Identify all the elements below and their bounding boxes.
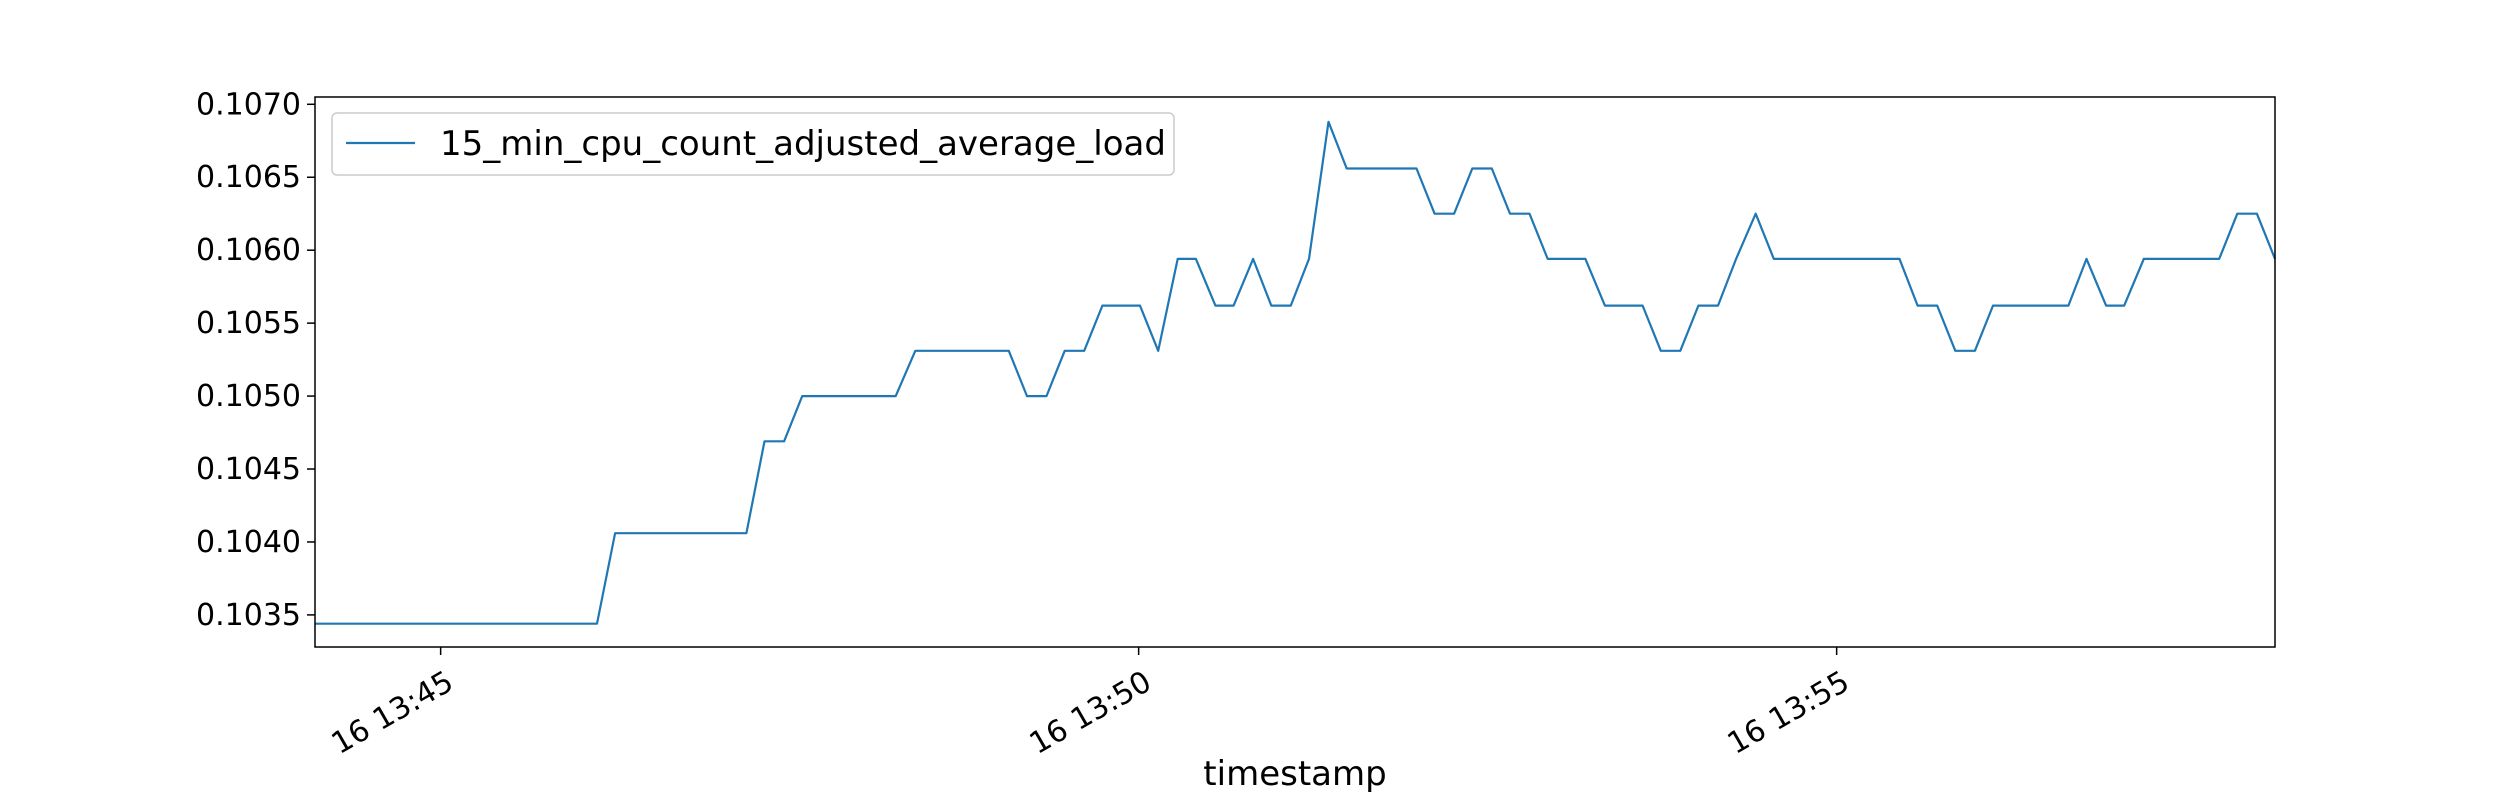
series-layer xyxy=(315,120,2277,625)
x-tick-label: 16 13:55 xyxy=(1722,664,1856,761)
plot-frame xyxy=(314,96,2276,648)
plot-background xyxy=(315,97,2275,647)
series-line xyxy=(315,120,2277,625)
y-tick-label: 0.1055 xyxy=(196,306,301,341)
legend: 15_min_cpu_count_adjusted_average_load xyxy=(331,112,1175,176)
x-tick-label: 16 13:50 xyxy=(1024,664,1158,761)
y-tick-label: 0.1035 xyxy=(196,598,301,633)
legend-label: 15_min_cpu_count_adjusted_average_load xyxy=(440,124,1166,164)
x-axis-label: timestamp xyxy=(1203,754,1386,794)
x-axis: 16 13:45 16 13:50 16 13:55 xyxy=(326,647,1856,762)
x-tick-label: 16 13:45 xyxy=(326,664,460,761)
y-tick-label: 0.1040 xyxy=(196,525,301,560)
y-tick-label: 0.1050 xyxy=(196,379,301,414)
y-tick-label: 0.1070 xyxy=(196,87,301,122)
y-tick-label: 0.1060 xyxy=(196,233,301,268)
y-axis: 0.1035 0.1040 0.1045 0.1050 0.1055 0.1060 0.10… xyxy=(196,87,315,633)
legend-box xyxy=(331,112,1175,176)
y-tick-label: 0.1045 xyxy=(196,452,301,487)
y-tick-label: 0.1065 xyxy=(196,160,301,195)
